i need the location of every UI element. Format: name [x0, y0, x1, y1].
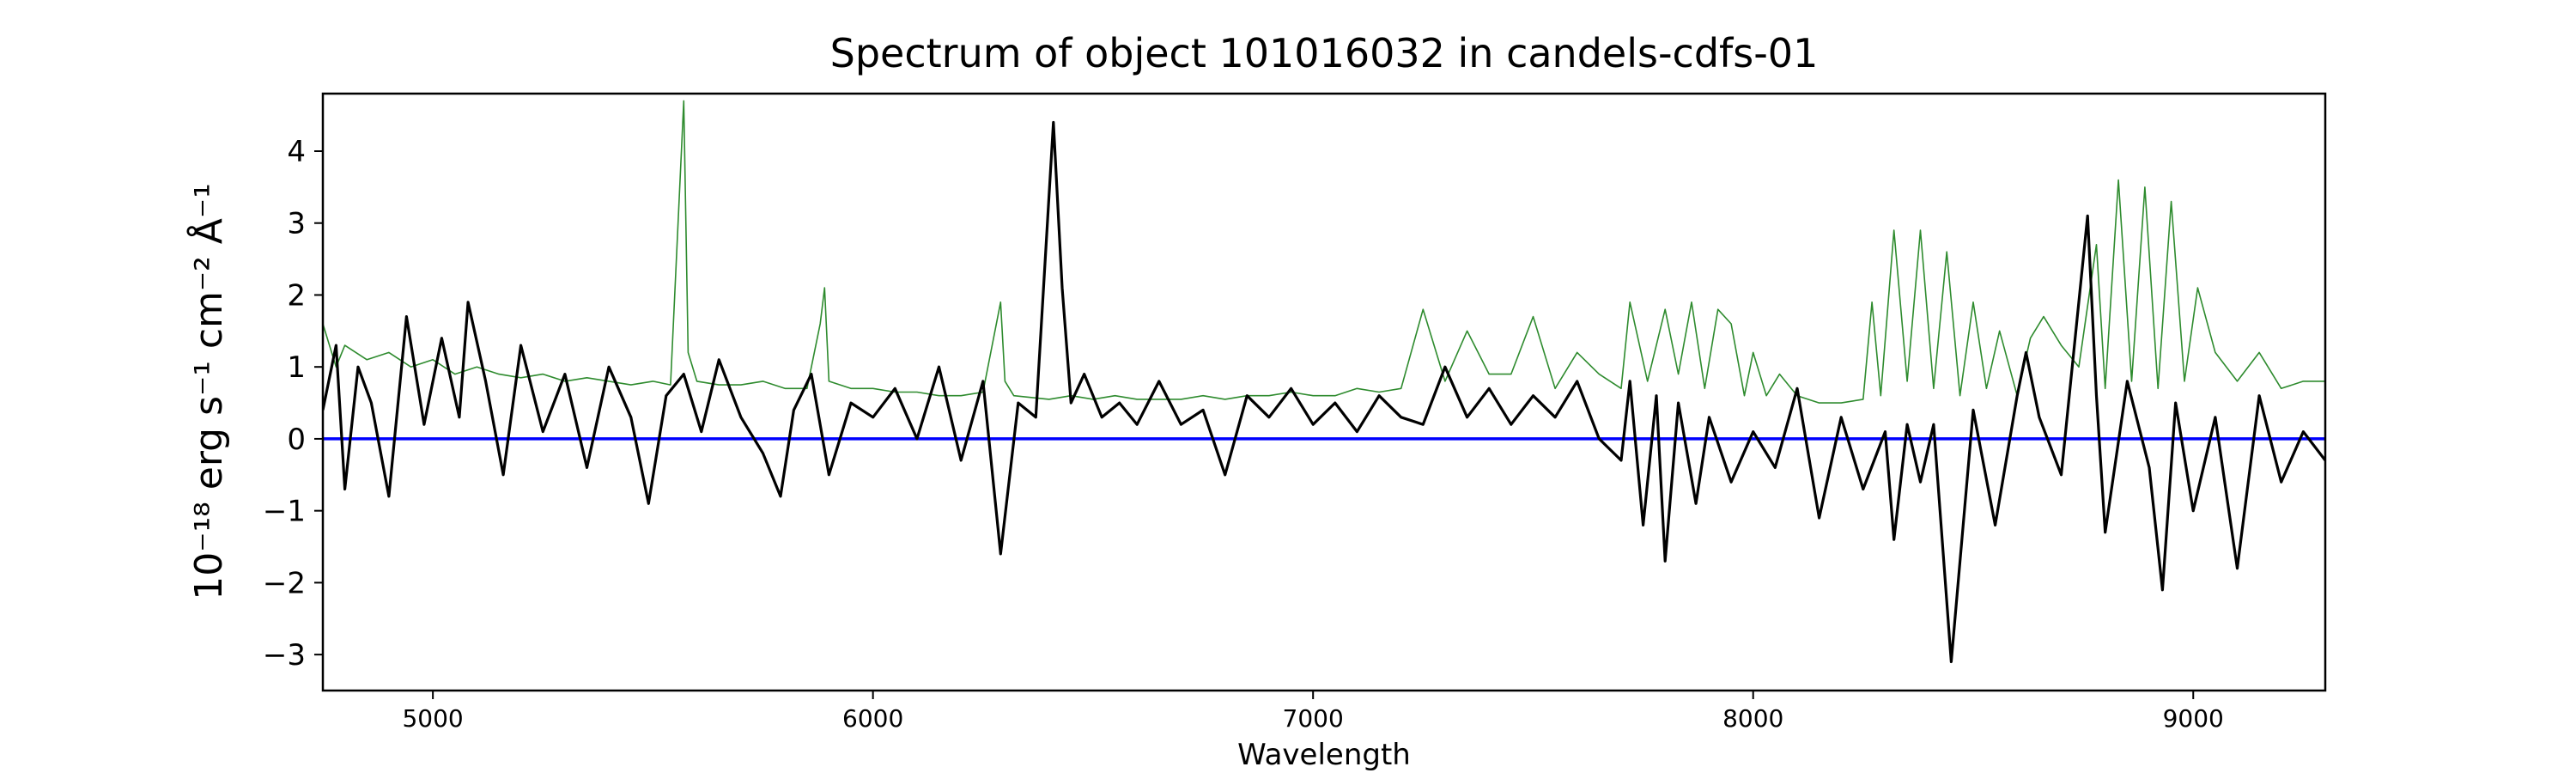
y-tick-label: −1 [263, 495, 306, 529]
x-tick-label: 6000 [842, 704, 903, 733]
y-axis: −3 −2 −1 0 1 2 3 4 [263, 135, 323, 673]
y-tick-label: 0 [287, 423, 306, 457]
x-tick-label: 5000 [402, 704, 463, 733]
x-tick-label: 9000 [2163, 704, 2224, 733]
y-tick-label: 3 [287, 207, 306, 241]
y-tick-label: 1 [287, 350, 306, 385]
flux-series-line [323, 120, 2325, 664]
y-axis-label: 10⁻¹⁸ erg s⁻¹ cm⁻² Å⁻¹ [185, 183, 231, 600]
y-tick-label: −3 [263, 638, 306, 673]
y-tick-label: −2 [263, 566, 306, 600]
x-tick-label: 8000 [1722, 704, 1783, 733]
plot-area [323, 100, 2325, 664]
chart-title: Spectrum of object 101016032 in candels-… [830, 30, 1819, 76]
x-axis-label: Wavelength [1237, 738, 1411, 772]
x-axis: 5000 6000 7000 8000 9000 [402, 691, 2224, 733]
y-tick-label: 2 [287, 278, 306, 313]
axes-frame [321, 92, 2327, 692]
x-tick-label: 7000 [1283, 704, 1344, 733]
y-tick-label: 4 [287, 135, 306, 169]
